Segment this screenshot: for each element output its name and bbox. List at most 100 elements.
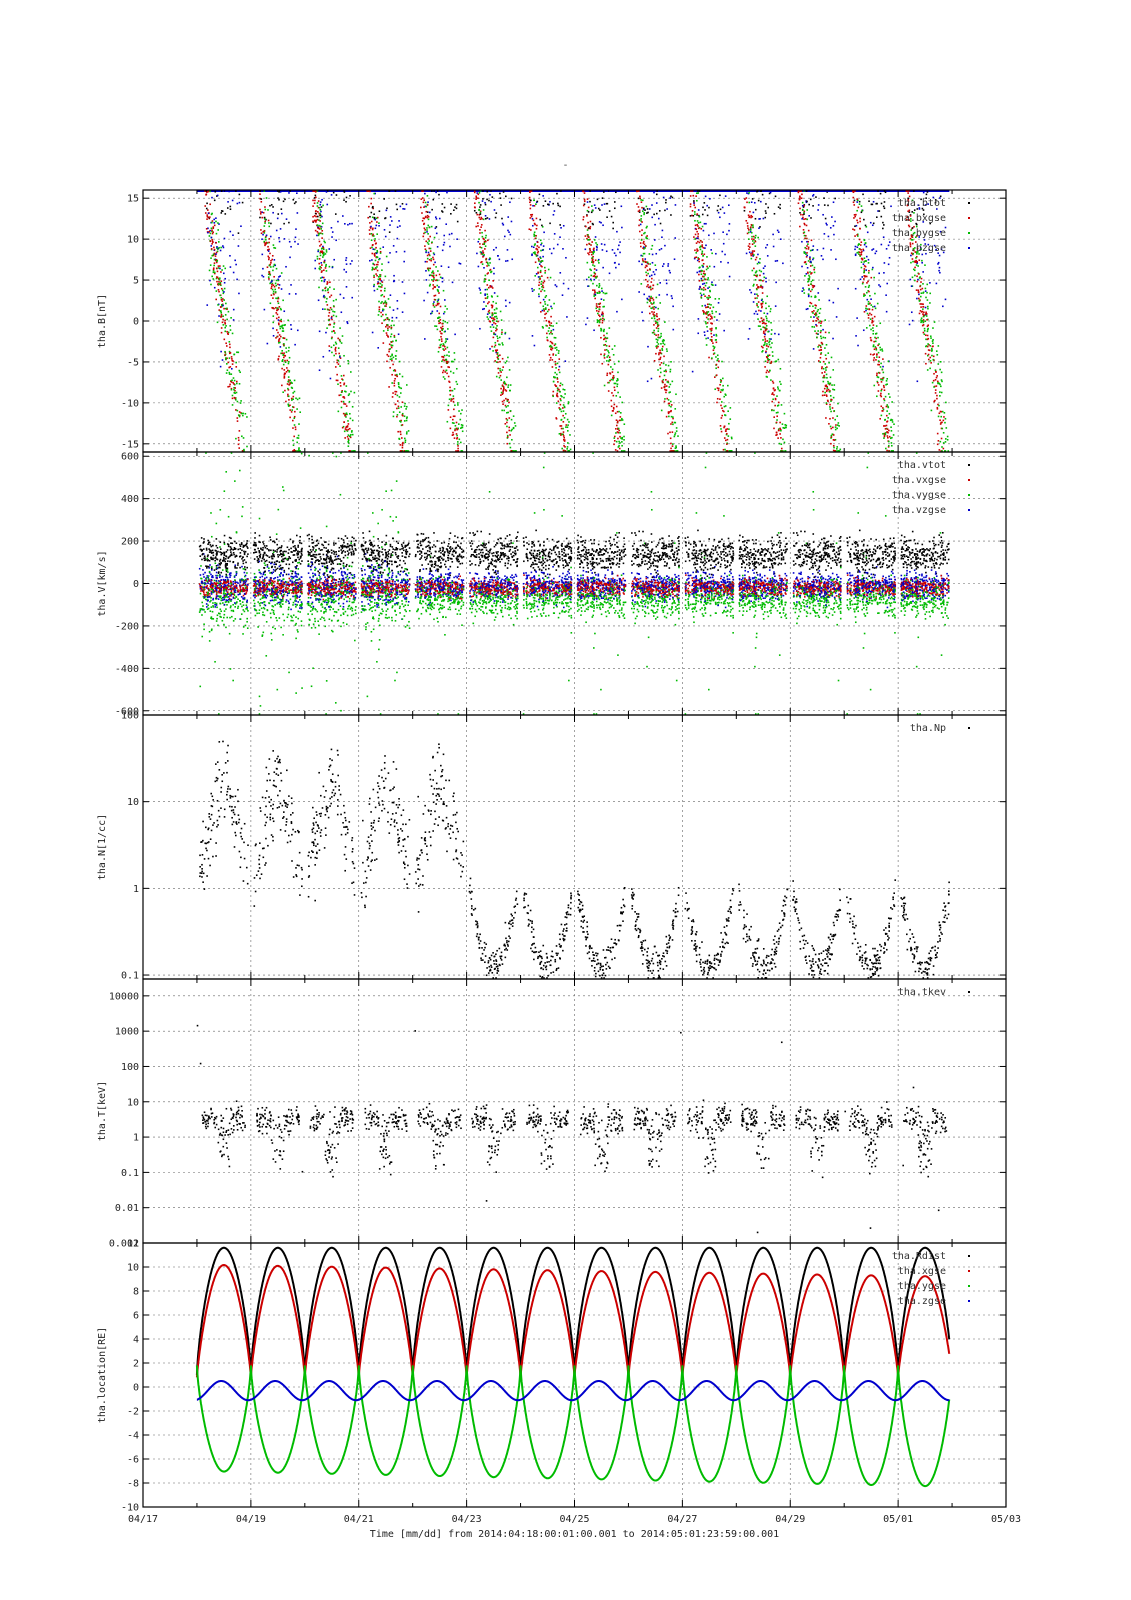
bygse-point [643, 213, 645, 216]
bygse-point [724, 414, 726, 416]
bygse-point [213, 258, 216, 261]
bxgse-point [607, 363, 610, 366]
bxgse-point [908, 225, 911, 228]
bxgse-point [616, 410, 619, 413]
bxgse-point [508, 426, 511, 429]
bygse-point [345, 416, 347, 418]
bygse-point [391, 320, 393, 322]
btot-point [549, 222, 551, 225]
bygse-point [539, 261, 542, 263]
bygse-point [541, 225, 544, 228]
bxgse-point [287, 393, 289, 396]
bxgse-point [422, 201, 425, 204]
bygse-point [569, 434, 571, 436]
bygse-point [568, 421, 570, 423]
bygse-point [288, 370, 291, 373]
bzgse-point [805, 273, 808, 275]
bygse-point [544, 307, 547, 309]
bygse-point [712, 345, 715, 348]
bxgse-point [479, 232, 481, 234]
bxgse-point [275, 317, 278, 320]
bygse-point [481, 253, 484, 255]
bzgse-point [445, 190, 448, 192]
bxgse-point [907, 192, 909, 194]
bzgse-point [263, 308, 266, 311]
bxgse-point [487, 239, 489, 242]
bxgse-point [486, 273, 489, 275]
bxgse-point [443, 345, 446, 348]
bygse-point [380, 294, 383, 297]
bygse-point [488, 264, 490, 267]
bygse-point [803, 190, 805, 192]
bxgse-point [479, 243, 481, 245]
bygse-point [492, 350, 494, 352]
bzgse-point [507, 229, 509, 232]
bygse-point [757, 318, 759, 320]
bzgse-point [337, 220, 339, 223]
bygse-point [566, 418, 569, 421]
bxgse-point [700, 253, 703, 255]
bxgse-point [278, 316, 280, 319]
bygse-point [784, 424, 787, 426]
bxgse-point [557, 388, 559, 391]
bygse-point [556, 362, 559, 365]
bygse-point [720, 428, 722, 430]
btot-point [559, 224, 561, 226]
bygse-point [539, 269, 542, 272]
bzgse-point [616, 310, 618, 313]
bxgse-point [376, 282, 379, 285]
bygse-point [821, 343, 824, 346]
bxgse-point [765, 371, 768, 374]
bzgse-point [601, 249, 604, 251]
bygse-point [483, 242, 486, 244]
bygse-point [541, 260, 543, 262]
bzgse-point [724, 195, 727, 197]
bxgse-point [810, 272, 813, 274]
bzgse-point [532, 204, 534, 207]
bxgse-point [857, 206, 860, 209]
bxgse-point [235, 366, 238, 368]
bygse-point [646, 301, 649, 304]
btot-point [269, 204, 271, 207]
bygse-point [506, 419, 509, 421]
bxgse-point [884, 428, 887, 430]
bxgse-point [587, 252, 589, 255]
bzgse-point [713, 232, 715, 235]
btot-point [923, 213, 925, 216]
bygse-point [869, 295, 871, 297]
bygse-point [385, 313, 387, 316]
bxgse-point [854, 190, 856, 192]
bygse-point [926, 305, 929, 308]
bygse-point [325, 300, 328, 303]
bygse-point [539, 276, 541, 278]
bygse-point [889, 437, 892, 440]
bxgse-point [562, 439, 565, 441]
bygse-point [546, 304, 549, 306]
bygse-point [648, 298, 650, 301]
bxgse-point [699, 286, 702, 289]
bygse-point [512, 427, 515, 430]
bygse-point [936, 354, 939, 356]
bxgse-point [925, 334, 927, 337]
btot-point [314, 212, 317, 215]
bygse-point [270, 266, 272, 268]
bygse-point [929, 345, 932, 347]
bygse-point [763, 312, 766, 314]
bygse-point [242, 412, 244, 415]
bygse-point [938, 404, 940, 407]
bygse-point [322, 251, 325, 254]
bygse-point [721, 389, 724, 392]
bxgse-point [754, 258, 757, 261]
bygse-point [479, 211, 482, 214]
bxgse-point [767, 345, 770, 348]
bygse-point [438, 339, 441, 341]
bygse-point [722, 384, 724, 387]
bygse-point [700, 273, 703, 276]
bzgse-point [672, 305, 674, 308]
bxgse-point [552, 354, 554, 356]
bygse-point [925, 315, 928, 317]
bygse-point [375, 217, 378, 220]
bygse-point [880, 389, 883, 392]
bzgse-point [548, 248, 551, 250]
bxgse-point [496, 328, 498, 331]
